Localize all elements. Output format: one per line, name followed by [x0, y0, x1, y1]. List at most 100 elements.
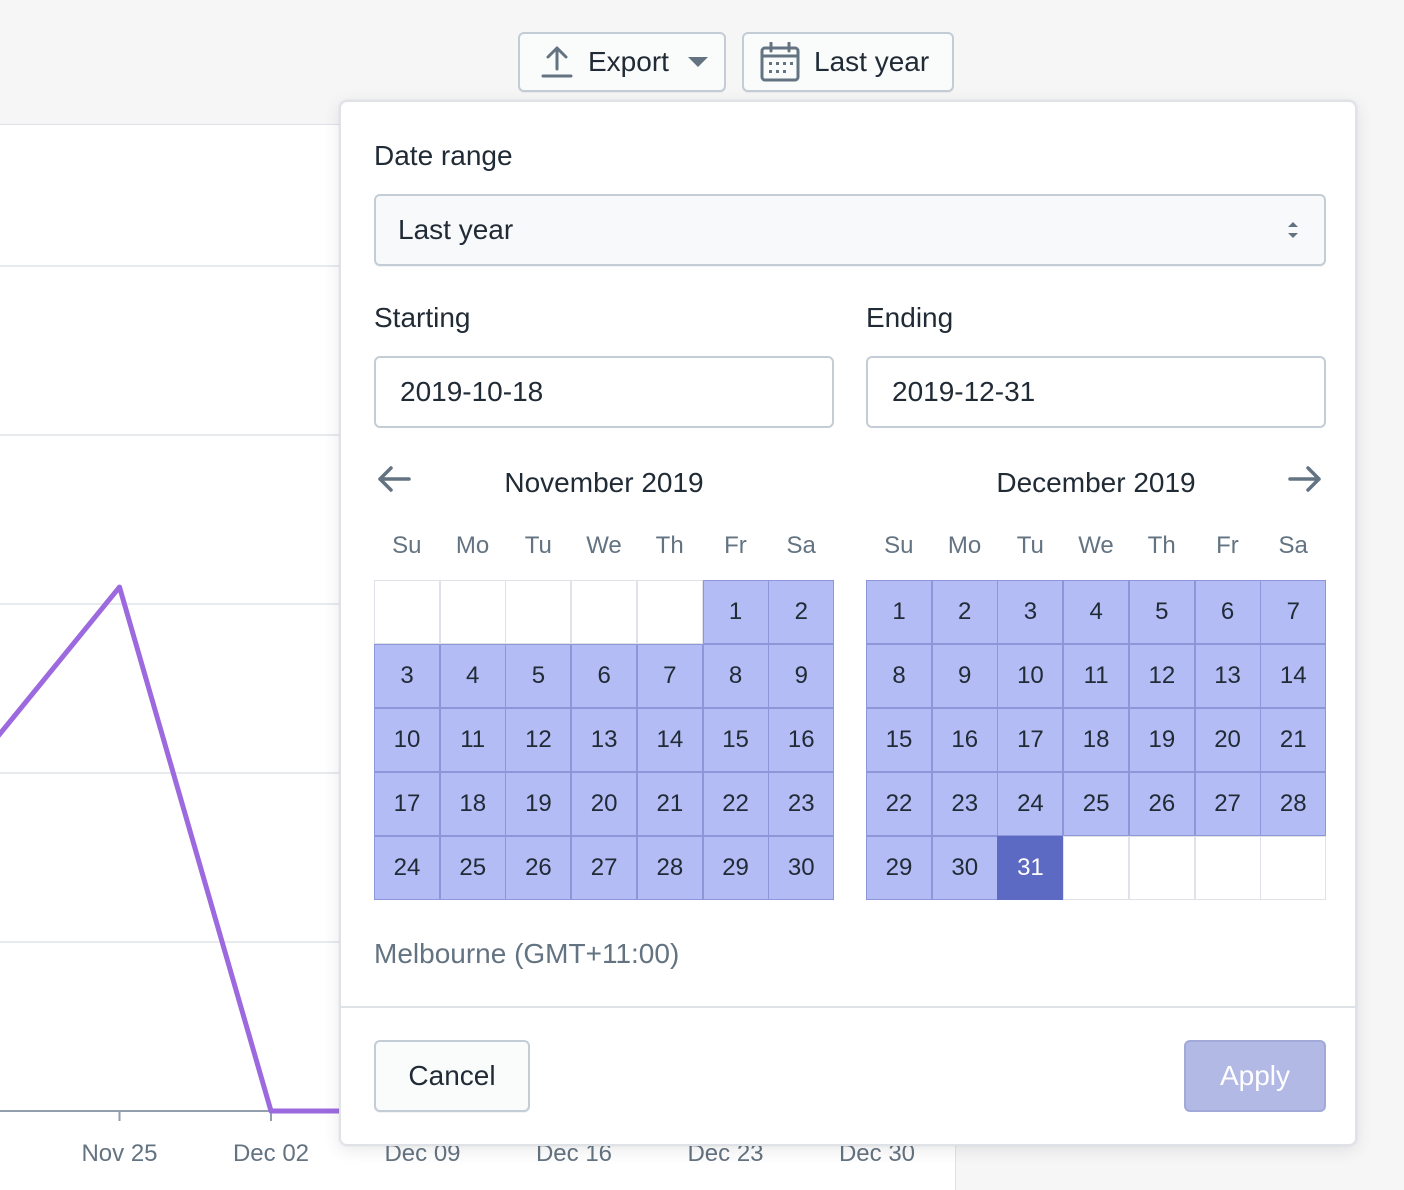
weekday-label: Sa — [786, 532, 816, 559]
calendar-day[interactable]: 29 — [866, 836, 932, 900]
calendar-day[interactable]: 29 — [702, 836, 769, 900]
calendar-day[interactable]: 11 — [1063, 644, 1130, 708]
calendar-day[interactable]: 17 — [997, 708, 1064, 772]
calendar-day[interactable]: 18 — [439, 772, 506, 836]
calendar-day[interactable]: 2 — [931, 580, 998, 644]
calendar-day[interactable]: 25 — [439, 836, 506, 900]
weekday-label: Su — [884, 532, 914, 559]
calendar-day[interactable]: 21 — [636, 772, 703, 836]
calendar-day[interactable]: 1 — [702, 580, 769, 644]
calendar-day[interactable]: 20 — [1194, 708, 1261, 772]
date-range-select[interactable]: Last year — [374, 194, 1326, 266]
apply-button[interactable]: Apply — [1184, 1040, 1326, 1112]
calendar-day[interactable]: 11 — [439, 708, 506, 772]
calendar-day[interactable]: 9 — [931, 644, 998, 708]
calendar-day[interactable]: 16 — [768, 708, 835, 772]
calendar-day[interactable]: 13 — [571, 708, 638, 772]
starting-label: Starting — [374, 302, 471, 333]
weekday-label: Tu — [1016, 532, 1044, 559]
calendar-day[interactable]: 14 — [636, 708, 703, 772]
calendar-day[interactable]: 20 — [571, 772, 638, 836]
weekday-label: We — [586, 532, 622, 559]
date-range-button[interactable]: Last year — [742, 32, 954, 92]
calendar-day[interactable]: 21 — [1260, 708, 1327, 772]
next-month-arrow-icon[interactable] — [1287, 464, 1323, 494]
calendar-icon — [760, 42, 800, 82]
calendar-day[interactable]: 23 — [931, 772, 998, 836]
weekday-label: Mo — [947, 532, 982, 559]
calendar-day[interactable]: 8 — [866, 644, 932, 708]
calendar-day[interactable]: 18 — [1063, 708, 1130, 772]
ending-label: Ending — [866, 302, 954, 333]
date-range-popover: Date range Last year Starting Ending 201… — [339, 100, 1357, 1146]
calendar-day[interactable]: 6 — [571, 644, 638, 708]
calendar-day[interactable]: 22 — [866, 772, 932, 836]
calendar-day[interactable]: 16 — [931, 708, 998, 772]
calendar-day[interactable]: 10 — [997, 644, 1064, 708]
calendar-day[interactable]: 12 — [505, 708, 572, 772]
calendar-day[interactable]: 10 — [374, 708, 440, 772]
cancel-button[interactable]: Cancel — [374, 1040, 530, 1112]
calendar-day[interactable]: 14 — [1260, 644, 1327, 708]
calendar-day[interactable]: 19 — [1128, 708, 1195, 772]
calendar-empty-cell — [1260, 836, 1327, 900]
starting-date-input[interactable]: 2019-10-18 — [374, 356, 834, 428]
calendar-empty-cell — [505, 580, 572, 644]
calendar-day[interactable]: 31 — [997, 836, 1064, 900]
timezone-label: Melbourne (GMT+11:00) — [374, 938, 680, 969]
calendar-day[interactable]: 7 — [1260, 580, 1327, 644]
x-tick-label: Nov 25 — [81, 1140, 157, 1167]
calendar-day[interactable]: 4 — [439, 644, 506, 708]
date-range-select-value: Last year — [398, 214, 514, 245]
calendar-day[interactable]: 24 — [997, 772, 1064, 836]
calendar-day[interactable]: 13 — [1194, 644, 1261, 708]
calendar-day[interactable]: 15 — [866, 708, 932, 772]
ending-date-input[interactable]: 2019-12-31 — [866, 356, 1326, 428]
calendar-day[interactable]: 30 — [931, 836, 998, 900]
export-button-label: Export — [588, 46, 669, 77]
calendar-day[interactable]: 4 — [1063, 580, 1130, 644]
calendar-day[interactable]: 22 — [702, 772, 769, 836]
calendar-day[interactable]: 28 — [1260, 772, 1327, 836]
calendar-grid-december: 1 2 3 4 5 6 7 8 9 10 11 12 13 14 15 16 17 18 19 20 21 22 23 24 2… — [866, 580, 1327, 902]
calendar-day[interactable]: 12 — [1128, 644, 1195, 708]
month-title-november: November 2019 — [504, 467, 704, 498]
calendar-day[interactable]: 27 — [571, 836, 638, 900]
weekday-label: Sa — [1278, 532, 1308, 559]
calendar-grid-november: 1 2 3 4 5 6 7 8 9 10 11 12 13 14 15 16 17 18 19 20 21 22 23 24 2… — [374, 580, 835, 902]
previous-month-arrow-icon[interactable] — [376, 464, 412, 494]
calendar-day[interactable]: 23 — [768, 772, 835, 836]
calendar-day[interactable]: 5 — [1128, 580, 1195, 644]
calendar-day[interactable]: 17 — [374, 772, 440, 836]
weekday-label: Fr — [724, 532, 747, 559]
calendar-empty-cell — [1194, 836, 1261, 900]
calendar-day[interactable]: 9 — [768, 644, 835, 708]
calendar-day[interactable]: 7 — [636, 644, 703, 708]
footer-divider — [341, 1006, 1355, 1008]
upload-icon — [541, 46, 573, 78]
select-arrows-icon — [1288, 222, 1298, 238]
weekday-label: Th — [1147, 532, 1176, 559]
calendar-day[interactable]: 28 — [636, 836, 703, 900]
calendar-day[interactable]: 5 — [505, 644, 572, 708]
calendar-day[interactable]: 15 — [702, 708, 769, 772]
calendar-day[interactable]: 25 — [1063, 772, 1130, 836]
calendar-day[interactable]: 24 — [374, 836, 440, 900]
calendar-day[interactable]: 2 — [768, 580, 835, 644]
calendar-empty-cell — [571, 580, 638, 644]
calendar-day[interactable]: 3 — [374, 644, 440, 708]
calendar-day[interactable]: 3 — [997, 580, 1064, 644]
calendar-empty-cell — [1063, 836, 1130, 900]
weekday-label: Su — [392, 532, 422, 559]
calendar-day[interactable]: 19 — [505, 772, 572, 836]
calendar-day[interactable]: 26 — [505, 836, 572, 900]
export-button[interactable]: Export — [518, 32, 726, 92]
calendar-day[interactable]: 27 — [1194, 772, 1261, 836]
calendar-empty-cell — [374, 580, 440, 644]
calendar-day[interactable]: 6 — [1194, 580, 1261, 644]
calendar-day[interactable]: 26 — [1128, 772, 1195, 836]
calendar-day[interactable]: 30 — [768, 836, 835, 900]
calendar-day[interactable]: 8 — [702, 644, 769, 708]
weekday-label: Th — [655, 532, 684, 559]
calendar-day[interactable]: 1 — [866, 580, 932, 644]
